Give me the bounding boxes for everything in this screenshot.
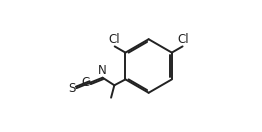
Text: C: C <box>81 76 89 89</box>
Text: N: N <box>98 64 107 77</box>
Text: Cl: Cl <box>177 33 189 46</box>
Text: Cl: Cl <box>108 33 120 46</box>
Text: S: S <box>68 82 75 95</box>
